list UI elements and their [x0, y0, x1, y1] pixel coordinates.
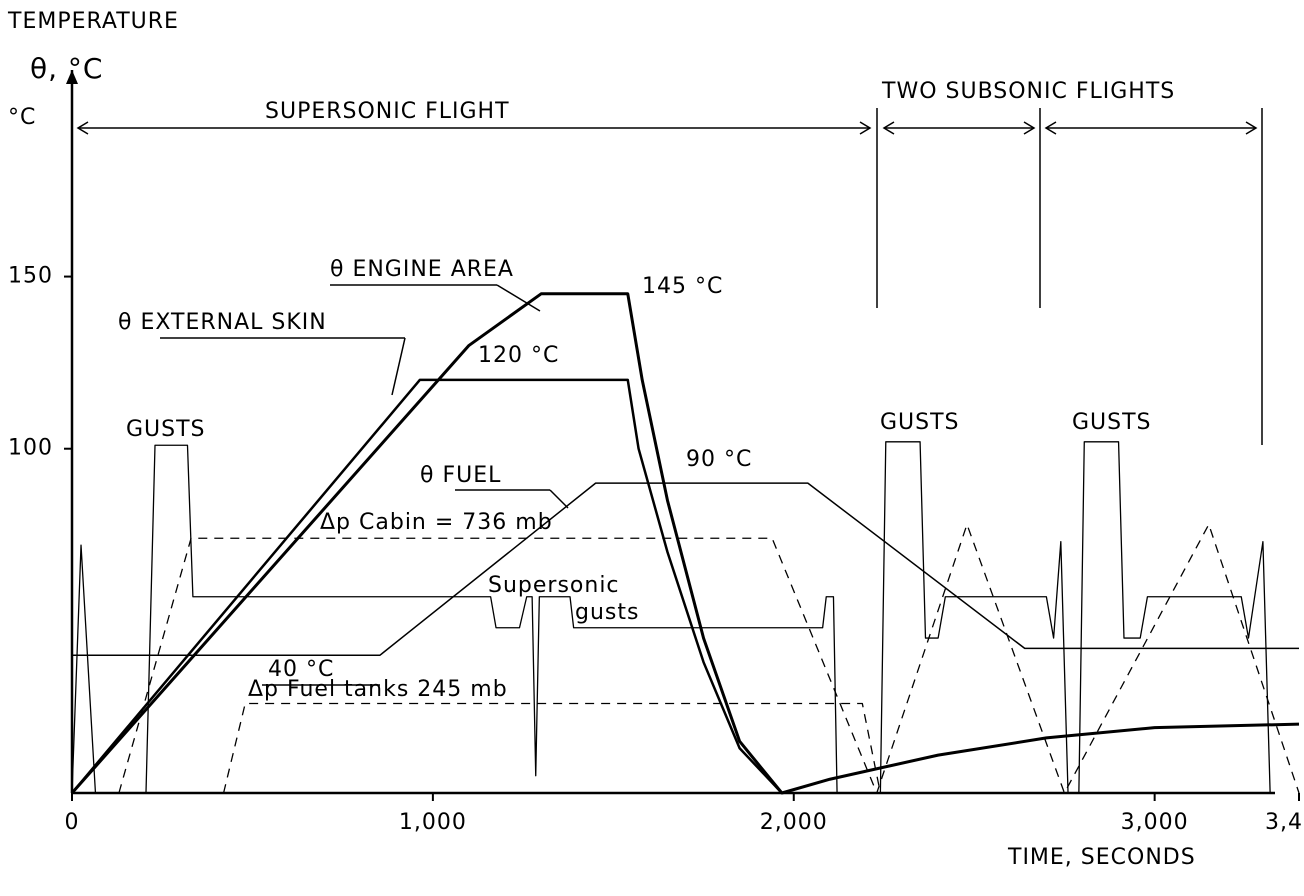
series-label: θ FUEL	[420, 463, 501, 488]
x-tick-label: 2,000	[760, 810, 828, 835]
y-label-top: TEMPERATURE	[7, 9, 179, 34]
x-tick-label: 1,000	[399, 810, 467, 835]
y-label: θ, °C	[30, 52, 103, 85]
annotation: 145 °C	[642, 274, 723, 299]
annotation: gusts	[575, 600, 639, 625]
annotation: GUSTS	[1072, 410, 1152, 435]
annotation: 120 °C	[478, 343, 559, 368]
phase-label: SUPERSONIC FLIGHT	[265, 99, 510, 124]
y-unit: °C	[8, 105, 36, 130]
annotation: 90 °C	[686, 447, 752, 472]
annotation: 40 °C	[268, 657, 334, 682]
y-axis-arrow	[66, 70, 78, 84]
x-label: TIME, SECONDS	[1007, 845, 1196, 870]
series-line	[118, 523, 1300, 794]
y-tick-label: 100	[8, 436, 53, 461]
series-label: θ EXTERNAL SKIN	[118, 310, 327, 335]
annotation: GUSTS	[880, 410, 960, 435]
series-line	[71, 441, 1271, 794]
series-line	[222, 702, 882, 794]
phase-arrows	[76, 108, 1263, 686]
series-line	[70, 292, 1300, 795]
y-tick-label: 150	[8, 264, 53, 289]
series-label: θ ENGINE AREA	[330, 257, 514, 282]
series-line	[71, 378, 783, 794]
series-line	[72, 482, 1299, 657]
phase-label: TWO SUBSONIC FLIGHTS	[881, 79, 1175, 104]
x-tick-label: 3,400	[1265, 810, 1304, 835]
series-label: Δp Fuel tanks 245 mb	[248, 677, 508, 702]
x-tick-label: 3,000	[1121, 810, 1189, 835]
annotation: Supersonic	[488, 573, 620, 598]
series-label: Δp Cabin = 736 mb	[320, 510, 553, 535]
x-tick-label: 0	[65, 810, 80, 835]
series-label: GUSTS	[126, 417, 206, 442]
